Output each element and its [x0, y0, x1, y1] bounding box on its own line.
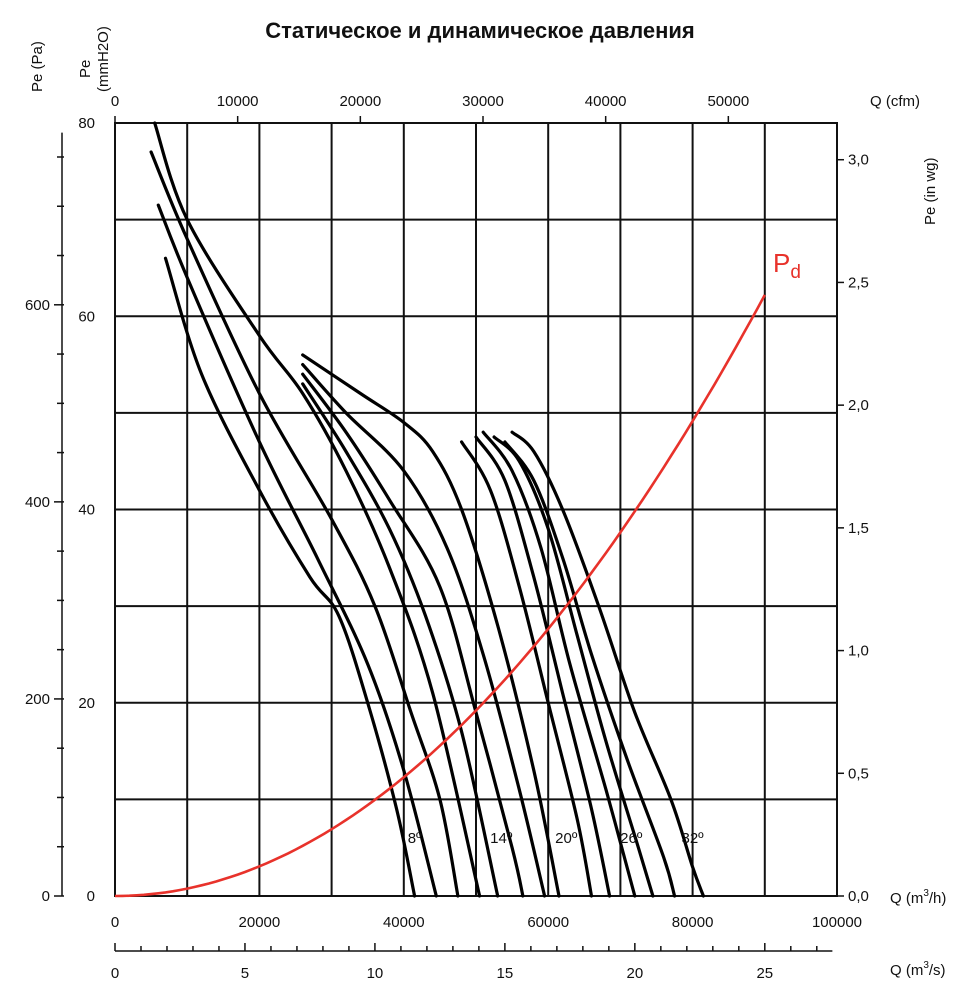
tick-label-pa: 600: [25, 297, 50, 314]
pd-layer: [114, 294, 766, 898]
tick-label-inwg: 3,0: [848, 152, 869, 169]
tick-label-cfm: 40000: [585, 93, 627, 110]
tick-label-pa: 400: [25, 494, 50, 511]
pd-curve: [114, 294, 766, 898]
tick-label-inwg: 0,0: [848, 888, 869, 905]
fan-curve-13: [503, 440, 677, 898]
fan-curve-8: [301, 353, 561, 898]
tick-label-mmh2o: 40: [78, 502, 95, 519]
tick-label-cfm: 0: [111, 93, 119, 110]
fan-curve-7: [301, 363, 547, 898]
tick-label-mmh2o: 60: [78, 308, 95, 325]
tick-label-m3s: 5: [241, 965, 249, 982]
labels-layer: 8º 14º 20º 26º 32º: [408, 830, 704, 847]
tick-label-m3h: 60000: [527, 914, 569, 931]
tick-label-m3h: 40000: [383, 914, 425, 931]
tick-label-inwg: 0,5: [848, 765, 869, 782]
fan-curve-5: [301, 382, 500, 898]
fan-curve-10: [474, 435, 612, 898]
axis-label-m3s: Q (m3/s): [890, 960, 946, 979]
series-layer: [149, 121, 705, 898]
angle-label: 8º: [408, 830, 422, 847]
tick-label-m3s: 15: [497, 965, 514, 982]
fan-curve-1: [163, 256, 417, 898]
axis-label-pe: Pe: [77, 60, 94, 78]
fan-curve-3: [149, 150, 460, 898]
fan-curve-11: [481, 430, 637, 898]
tick-label-cfm: 20000: [339, 93, 381, 110]
tick-label-m3s: 10: [367, 965, 384, 982]
tick-label-mmh2o: 80: [78, 115, 95, 132]
tick-label-m3h: 100000: [812, 914, 862, 931]
tick-label-cfm: 50000: [707, 93, 749, 110]
fan-curve-2: [156, 203, 438, 898]
axis-label-m3h: Q (m3/h): [890, 888, 946, 907]
pd-label: Pd: [773, 248, 801, 283]
tick-label-m3h: 0: [111, 914, 119, 931]
fan-curve-4: [153, 121, 482, 898]
tick-label-m3s: 25: [756, 965, 773, 982]
tick-label-m3h: 80000: [672, 914, 714, 931]
angle-label: 26º: [620, 830, 643, 847]
tick-label-mmh2o: 0: [87, 888, 95, 905]
tick-label-cfm: 30000: [462, 93, 504, 110]
angle-label: 32º: [682, 830, 705, 847]
tick-label-inwg: 2,5: [848, 274, 869, 291]
angle-label: 14º: [490, 830, 513, 847]
axis-label-inwg: Pe (in wg): [922, 157, 939, 225]
tick-label-cfm: 10000: [217, 93, 259, 110]
tick-label-pa: 200: [25, 691, 50, 708]
fan-curve-9: [460, 440, 594, 898]
tick-label-m3h: 20000: [239, 914, 281, 931]
grid-layer: [114, 122, 838, 897]
tick-label-m3s: 20: [626, 965, 643, 982]
tick-label-inwg: 1,5: [848, 520, 869, 537]
chart-title: Статическое и динамическое давления: [265, 18, 695, 43]
fan-curve-14: [510, 430, 705, 898]
tick-label-inwg: 1,0: [848, 643, 869, 660]
tick-label-mmh2o: 20: [78, 695, 95, 712]
axis-label-mmh2o: (mmH2O): [95, 26, 112, 92]
tick-label-inwg: 2,0: [848, 397, 869, 414]
tick-label-m3s: 0: [111, 965, 119, 982]
axis-label-cfm: Q (cfm): [870, 93, 920, 110]
axis-label-pa: Pe (Pa): [29, 41, 46, 92]
ticks-layer: 02040608002004006000,00,51,01,52,02,53,0…: [25, 93, 869, 982]
fan-curve-6: [301, 372, 525, 898]
fan-curve-12: [492, 435, 655, 898]
angle-label: 20º: [555, 830, 578, 847]
tick-label-pa: 0: [42, 888, 50, 905]
